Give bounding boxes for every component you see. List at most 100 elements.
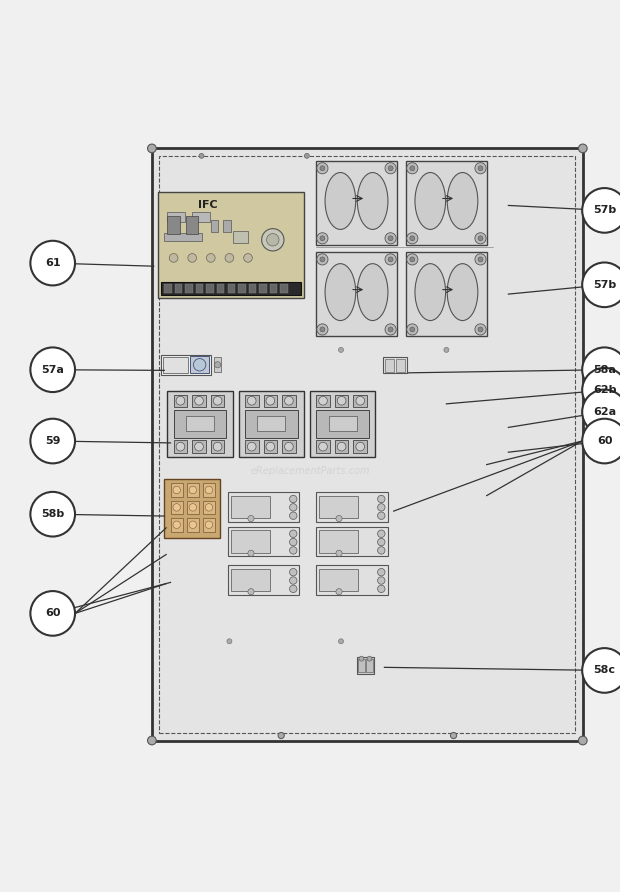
Circle shape <box>215 361 221 368</box>
Bar <box>406 252 487 335</box>
Circle shape <box>336 550 342 557</box>
Circle shape <box>30 241 75 285</box>
Circle shape <box>478 166 483 170</box>
Circle shape <box>582 188 620 233</box>
Circle shape <box>267 234 279 246</box>
Ellipse shape <box>447 172 478 229</box>
Bar <box>228 565 299 595</box>
Circle shape <box>148 145 156 153</box>
Circle shape <box>378 539 385 546</box>
Circle shape <box>169 253 178 262</box>
Bar <box>316 526 388 557</box>
Circle shape <box>388 327 393 332</box>
Circle shape <box>225 253 234 262</box>
Circle shape <box>262 228 284 251</box>
Circle shape <box>582 347 620 392</box>
Circle shape <box>320 235 325 241</box>
Bar <box>214 358 221 372</box>
Circle shape <box>378 568 385 576</box>
Circle shape <box>385 254 396 265</box>
Bar <box>211 441 224 453</box>
Circle shape <box>199 153 204 158</box>
Circle shape <box>410 235 415 241</box>
Bar <box>175 284 182 293</box>
Bar <box>192 441 206 453</box>
Circle shape <box>304 153 309 158</box>
Text: 59: 59 <box>45 436 61 446</box>
Circle shape <box>319 396 327 405</box>
Bar <box>264 441 277 453</box>
Circle shape <box>388 257 393 262</box>
Bar <box>186 216 198 235</box>
Bar <box>356 657 374 673</box>
Circle shape <box>356 442 365 451</box>
Bar <box>163 357 188 373</box>
Circle shape <box>317 254 328 265</box>
Circle shape <box>173 521 180 528</box>
Circle shape <box>266 442 275 451</box>
Ellipse shape <box>357 264 388 320</box>
Circle shape <box>367 657 372 661</box>
Bar <box>161 283 301 294</box>
Circle shape <box>582 262 620 307</box>
Circle shape <box>478 327 483 332</box>
Circle shape <box>378 495 385 503</box>
Circle shape <box>336 516 342 522</box>
Bar <box>167 392 232 457</box>
Circle shape <box>290 539 297 546</box>
Circle shape <box>378 530 385 538</box>
Circle shape <box>578 736 587 745</box>
Circle shape <box>407 254 418 265</box>
Circle shape <box>290 547 297 554</box>
Circle shape <box>407 233 418 244</box>
Text: eReplacementParts.com: eReplacementParts.com <box>250 466 370 475</box>
Circle shape <box>388 166 393 170</box>
Bar <box>238 284 246 293</box>
Bar <box>310 392 375 457</box>
Bar <box>335 394 348 407</box>
Circle shape <box>582 368 620 412</box>
Bar <box>383 358 407 374</box>
Text: 61: 61 <box>45 258 61 268</box>
Circle shape <box>290 504 297 511</box>
Bar <box>174 441 187 453</box>
Circle shape <box>247 396 256 405</box>
Bar <box>358 658 365 673</box>
Circle shape <box>444 347 449 352</box>
Bar <box>170 483 183 497</box>
Bar <box>245 410 298 438</box>
Circle shape <box>248 589 254 595</box>
Circle shape <box>30 418 75 463</box>
Bar <box>170 500 183 514</box>
Bar <box>211 394 224 407</box>
Bar <box>270 284 277 293</box>
Bar <box>231 496 270 518</box>
Circle shape <box>378 577 385 584</box>
Text: 58c: 58c <box>593 665 616 675</box>
Circle shape <box>385 233 396 244</box>
Circle shape <box>193 359 206 371</box>
Circle shape <box>213 442 222 451</box>
Text: 62a: 62a <box>593 407 616 417</box>
Circle shape <box>475 162 486 174</box>
Bar <box>187 500 199 514</box>
Bar <box>206 284 214 293</box>
Bar <box>190 356 209 374</box>
Bar <box>245 441 259 453</box>
Bar <box>228 284 235 293</box>
Circle shape <box>285 396 293 405</box>
Circle shape <box>189 486 197 494</box>
Circle shape <box>290 577 297 584</box>
Bar <box>217 284 224 293</box>
Circle shape <box>30 491 75 536</box>
Bar <box>161 355 211 375</box>
Circle shape <box>173 486 180 494</box>
Bar <box>406 161 487 244</box>
Circle shape <box>582 418 620 463</box>
Circle shape <box>278 732 285 739</box>
Bar <box>316 565 388 595</box>
Circle shape <box>317 162 328 174</box>
Circle shape <box>248 550 254 557</box>
Circle shape <box>266 396 275 405</box>
Circle shape <box>475 254 486 265</box>
